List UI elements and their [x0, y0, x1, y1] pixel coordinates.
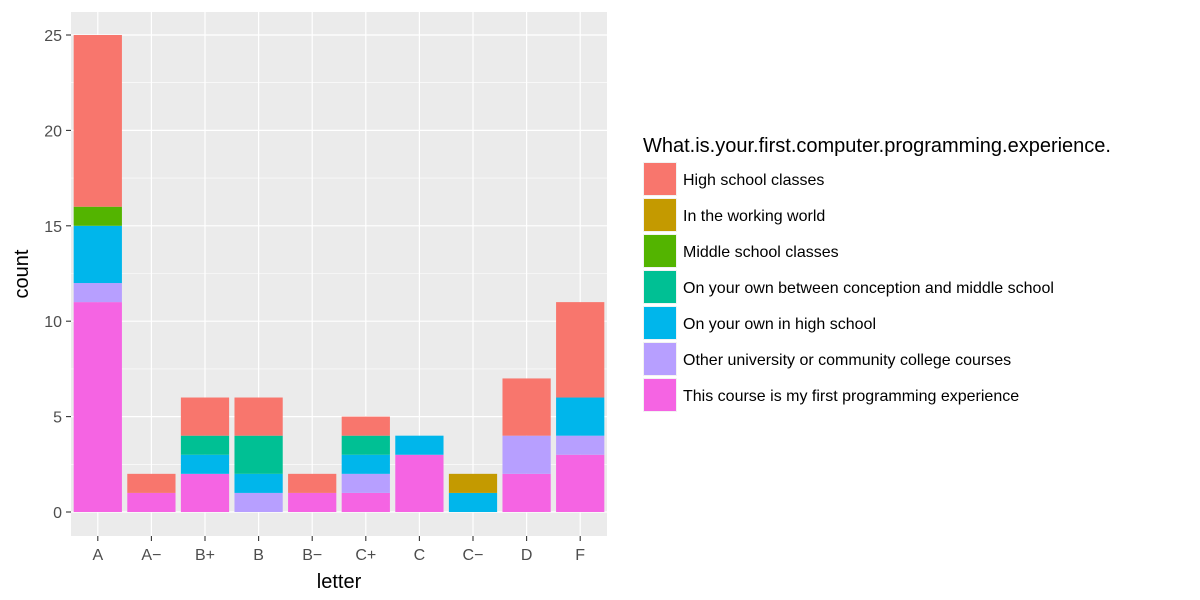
- x-axis-title: letter: [317, 571, 362, 593]
- y-tick-label: 20: [44, 123, 62, 140]
- bar-segment: [341, 492, 390, 512]
- x-axis: A A− B+ B B− C+ C C− D F: [92, 536, 585, 564]
- bar-segment: [234, 492, 283, 512]
- legend-title: What.is.your.first.computer.programming.…: [643, 135, 1111, 157]
- legend-swatch: [644, 199, 676, 231]
- bar-segment: [556, 397, 605, 436]
- legend: What.is.your.first.computer.programming.…: [643, 135, 1111, 412]
- legend-swatch: [644, 235, 676, 267]
- bar-segment: [341, 473, 390, 493]
- bar-segment: [448, 473, 498, 493]
- bar-segment: [341, 435, 390, 455]
- bar-segment: [127, 492, 176, 512]
- bar-segment: [395, 454, 444, 512]
- bar-segment: [180, 454, 230, 474]
- x-tick-label: C−: [463, 547, 484, 564]
- bar-segment: [73, 206, 122, 226]
- legend-label: This course is my first programming expe…: [683, 388, 1019, 405]
- y-tick-label: 5: [53, 410, 62, 427]
- legend-label: High school classes: [683, 172, 824, 189]
- bar-segment: [234, 473, 283, 493]
- legend-label: In the working world: [683, 208, 825, 225]
- y-tick-label: 0: [53, 505, 62, 522]
- x-tick-label: A−: [141, 547, 161, 564]
- y-axis-title: count: [11, 249, 33, 298]
- bar-segment: [556, 435, 605, 455]
- bar-segment: [180, 435, 230, 455]
- x-tick-label: D: [521, 547, 533, 564]
- x-tick-label: F: [575, 547, 585, 564]
- bar-segment: [73, 283, 122, 303]
- x-tick-label: B+: [195, 547, 215, 564]
- legend-items: High school classes In the working world M…: [643, 162, 1054, 412]
- y-axis: 0 5 10 15 20 25: [44, 28, 71, 522]
- legend-swatch: [644, 379, 676, 411]
- legend-label: Middle school classes: [683, 244, 839, 261]
- x-tick-label: C+: [355, 547, 376, 564]
- bar-segment: [234, 397, 283, 436]
- bar-segment: [127, 473, 176, 493]
- bar-segment: [556, 454, 605, 512]
- bar-segment: [288, 473, 337, 493]
- legend-swatch: [644, 163, 676, 195]
- y-tick-label: 15: [44, 219, 62, 236]
- bar-segment: [73, 35, 122, 207]
- bar-segment: [502, 378, 551, 436]
- bar-segment: [341, 416, 390, 436]
- legend-label: On your own in high school: [683, 316, 876, 333]
- bar-segment: [502, 435, 551, 474]
- legend-label: On your own between conception and middl…: [683, 280, 1054, 297]
- bar-segment: [180, 473, 230, 512]
- y-tick-label: 10: [44, 314, 62, 331]
- legend-label: Other university or community college co…: [683, 352, 1011, 369]
- bar-segment: [502, 473, 551, 512]
- x-tick-label: B: [253, 547, 264, 564]
- bar-segment: [73, 225, 122, 284]
- x-tick-label: C: [414, 547, 426, 564]
- bar-segment: [180, 397, 230, 436]
- legend-swatch: [644, 343, 676, 375]
- bar-segment: [448, 492, 498, 512]
- bar-segment: [73, 302, 122, 512]
- bar-segment: [288, 492, 337, 512]
- bar-segment: [341, 454, 390, 474]
- legend-swatch: [644, 271, 676, 303]
- bar-segment: [395, 435, 444, 455]
- bar-segment: [234, 435, 283, 474]
- y-tick-label: 25: [44, 28, 62, 45]
- x-tick-label: B−: [302, 547, 322, 564]
- bars: [73, 35, 605, 512]
- x-tick-label: A: [92, 547, 103, 564]
- legend-swatch: [644, 307, 676, 339]
- bar-segment: [556, 302, 605, 398]
